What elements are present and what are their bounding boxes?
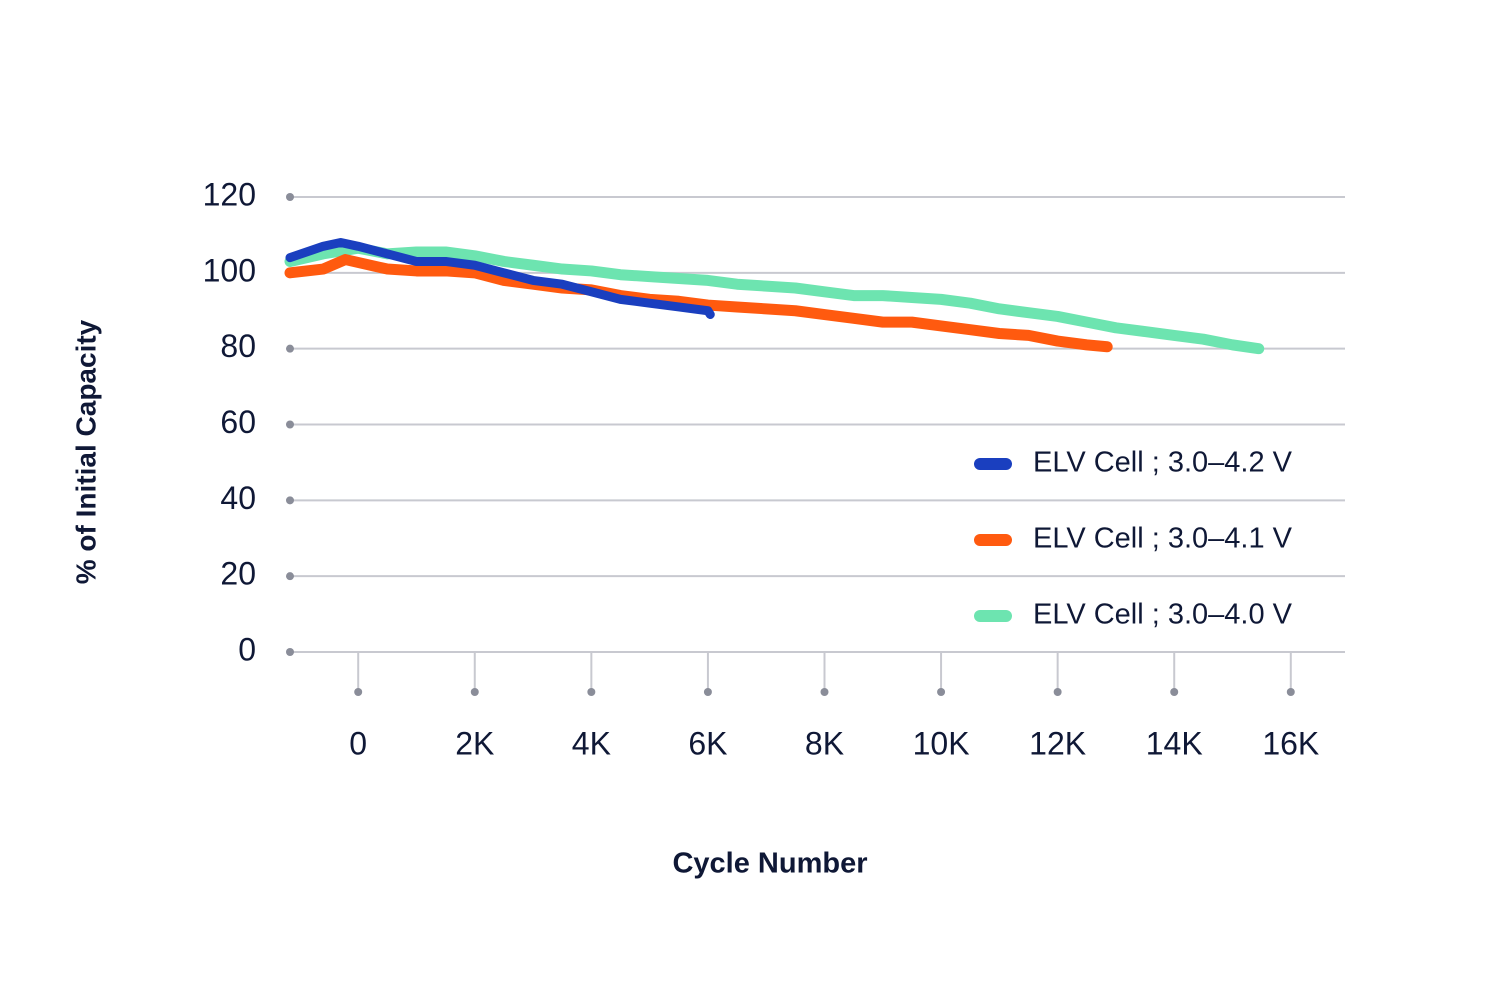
x-tick-label: 4K <box>572 725 611 761</box>
y-tick-label: 100 <box>203 252 256 288</box>
y-tick-label: 0 <box>238 631 256 667</box>
x-tick-dot <box>820 688 829 696</box>
y-tick-label: 60 <box>220 404 256 440</box>
legend-label: ELV Cell ; 3.0–4.0 V <box>1033 599 1293 631</box>
legend-label: ELV Cell ; 3.0–4.2 V <box>1033 447 1293 479</box>
y-tick-mark <box>286 572 294 581</box>
x-tick-dot <box>1286 688 1295 696</box>
x-tick-dot <box>470 688 479 696</box>
x-tick-label: 10K <box>913 725 970 761</box>
x-tick-dot <box>1053 688 1062 696</box>
data-line <box>284 254 1113 353</box>
y-tick-mark <box>286 420 294 429</box>
y-tick-mark <box>286 496 294 505</box>
legend-label: ELV Cell ; 3.0–4.1 V <box>1033 523 1293 555</box>
x-tick-label: 2K <box>455 725 494 761</box>
y-tick-mark <box>286 344 294 353</box>
x-tick-label: 6K <box>688 725 727 761</box>
x-tick-label: 16K <box>1262 725 1319 761</box>
y-tick-label: 40 <box>220 480 256 516</box>
x-tick-label: 12K <box>1029 725 1086 761</box>
y-tick-mark <box>286 648 294 656</box>
data-line <box>284 242 1265 355</box>
y-axis-label: % of Initial Capacity <box>70 319 101 584</box>
y-tick-label: 80 <box>220 328 256 364</box>
x-tick-dot <box>703 688 712 696</box>
x-tick-dot <box>354 688 363 696</box>
y-tick-mark <box>286 193 294 201</box>
x-tick-dot <box>937 688 946 696</box>
x-tick-label: 8K <box>805 725 844 761</box>
data-line <box>285 238 715 320</box>
y-tick-label: 20 <box>220 556 256 592</box>
x-tick-label: 0 <box>349 725 367 761</box>
x-tick-dot <box>1170 688 1179 696</box>
x-axis-label: Cycle Number <box>672 848 867 880</box>
y-tick-label: 120 <box>203 176 256 212</box>
x-tick-label: 14K <box>1146 725 1203 761</box>
x-tick-dot <box>587 688 596 696</box>
